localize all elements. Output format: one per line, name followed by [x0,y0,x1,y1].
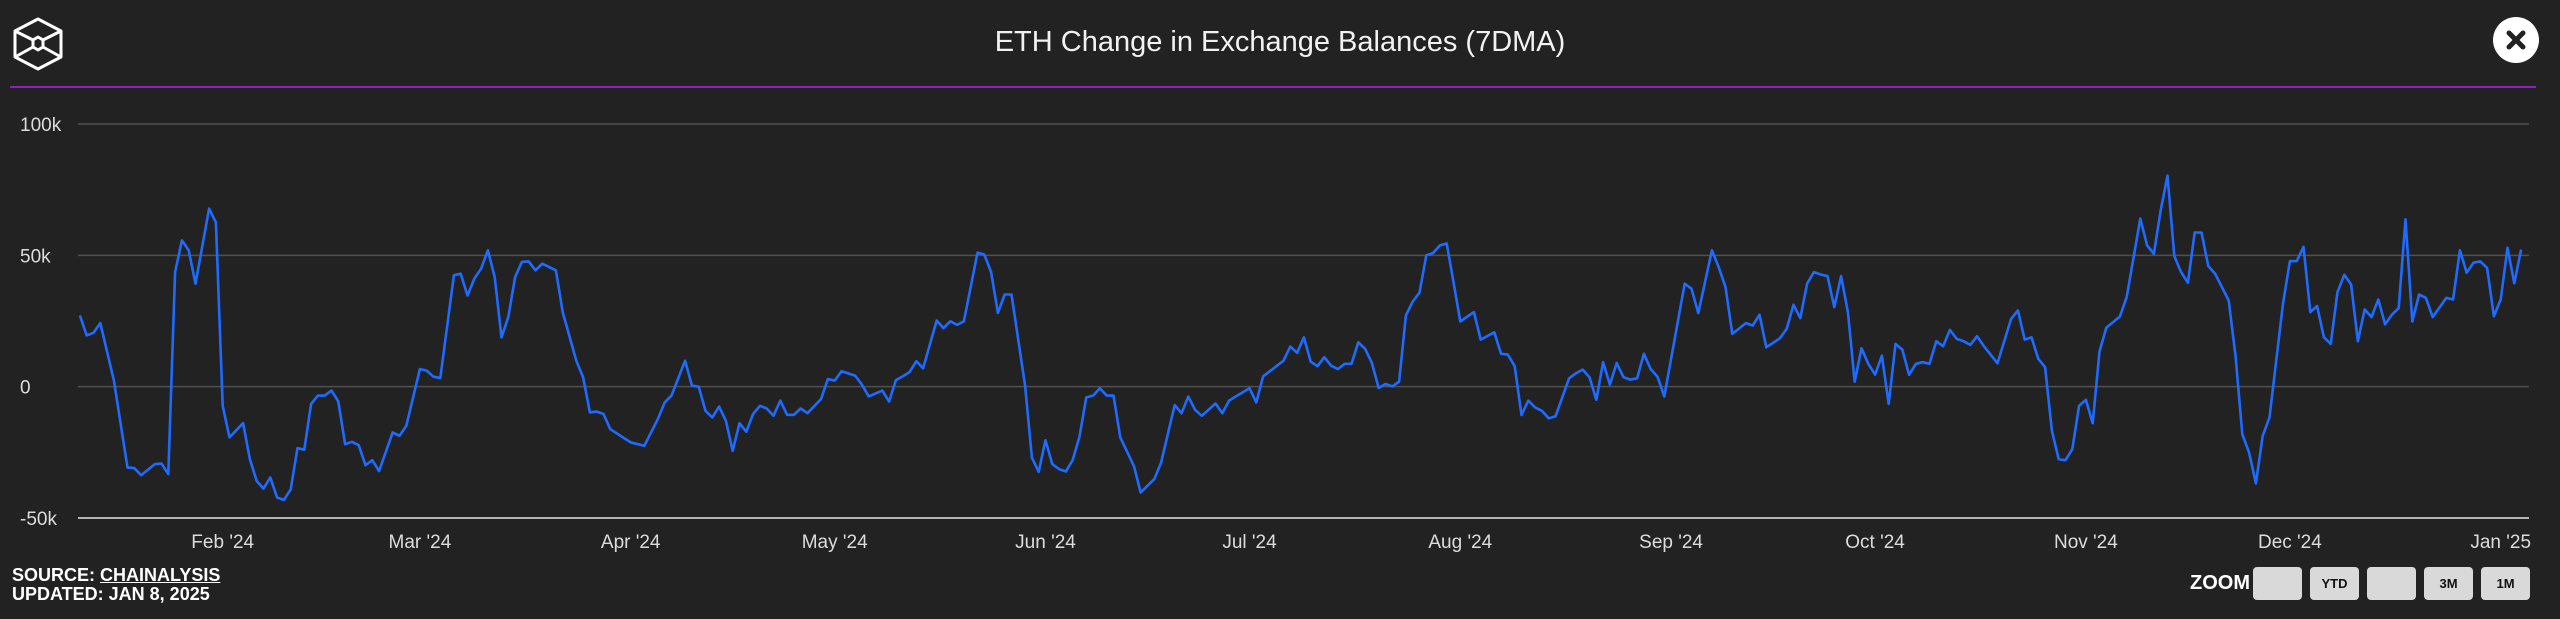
y-tick-label: 50k [20,246,51,267]
logo-icon [13,17,63,71]
updated-date: UPDATED: JAN 8, 2025 [12,584,210,604]
zoom-label: ZOOM [2190,572,2250,594]
x-tick-label: Aug '24 [1428,532,1492,553]
y-tick-label: 100k [20,115,62,136]
x-tick-label: Feb '24 [191,532,254,553]
close-button[interactable] [2493,17,2539,63]
close-icon [2506,30,2526,50]
x-tick-label: Dec '24 [2258,532,2322,553]
x-tick-label: Jul '24 [1222,532,1277,553]
x-tick-label: Jun '24 [1015,532,1076,553]
source-label: SOURCE: [12,565,101,585]
zoom-button-1[interactable] [2253,567,2302,600]
y-tick-label: -50k [20,509,57,530]
source-link[interactable]: CHAINALYSIS [100,565,221,585]
zoom-button-3[interactable] [2367,567,2416,600]
x-tick-label: Jan '25 [2470,532,2531,553]
zoom-button-ytd[interactable]: YTD [2310,567,2359,600]
x-tick-label: Nov '24 [2054,532,2118,553]
header-divider [10,86,2536,88]
series-line [78,174,2523,502]
x-tick-label: Apr '24 [601,532,661,553]
chart-title: ETH Change in Exchange Balances (7DMA) [994,26,1566,58]
x-tick-label: May '24 [802,532,868,553]
y-tick-label: 0 [20,378,31,399]
x-tick-label: Mar '24 [389,532,452,553]
zoom-button-3m[interactable]: 3M [2424,567,2473,600]
source-info: SOURCE: CHAINALYSIS UPDATED: JAN 8, 2025 [12,566,220,604]
x-tick-label: Oct '24 [1845,532,1905,553]
zoom-button-1m[interactable]: 1M [2481,567,2530,600]
x-tick-label: Sep '24 [1639,532,1703,553]
